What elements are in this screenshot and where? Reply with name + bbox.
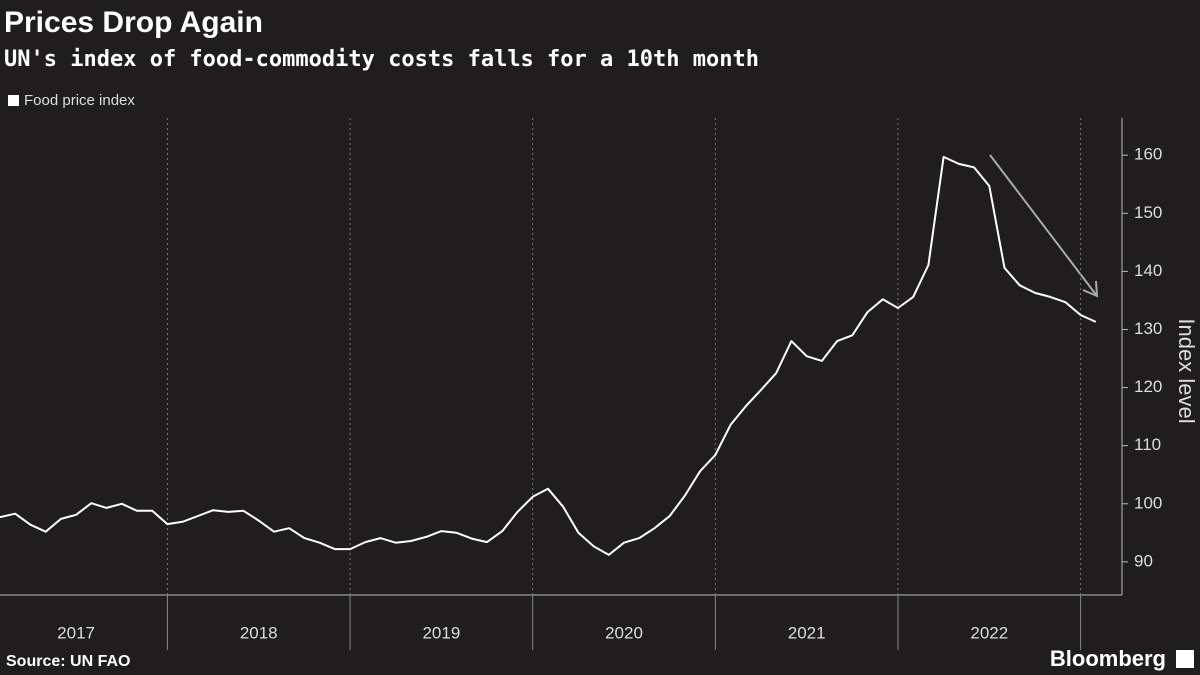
trend-arrow-head: [1082, 280, 1099, 298]
x-tick-label: 2019: [422, 623, 460, 642]
x-tick-label: 2017: [57, 623, 95, 642]
y-tick-label: 100: [1134, 493, 1162, 512]
y-tick-label: 110: [1134, 435, 1161, 454]
x-tick-label: 2022: [970, 623, 1008, 642]
x-tick-label: 2021: [788, 623, 826, 642]
plot: 90 100 110 120 130 140 150 160 2017 2018 2019 2020 2…: [0, 118, 1162, 650]
chart-title: Prices Drop Again: [4, 6, 263, 39]
y-tick-label: 160: [1134, 145, 1162, 164]
trend-arrow: [989, 154, 1098, 297]
x-tick-label: 2020: [605, 623, 643, 642]
data-line: [0, 155, 1097, 556]
source: Source: UN FAO: [6, 653, 130, 670]
brand: Bloomberg: [1050, 646, 1166, 671]
x-tick-label: 2018: [240, 623, 278, 642]
legend-label: Food price index: [24, 92, 135, 109]
y-axis-label: Index level: [1174, 318, 1199, 423]
chart-subtitle: UN's index of food-commodity costs falls…: [4, 47, 759, 72]
y-tick-label: 120: [1134, 377, 1162, 396]
brand-icon: [1176, 650, 1194, 668]
legend-swatch: [8, 95, 19, 106]
y-tick-label: 130: [1134, 319, 1162, 338]
y-tick-label: 140: [1134, 261, 1162, 280]
y-tick-label: 150: [1134, 203, 1162, 222]
y-tick-label: 90: [1134, 551, 1153, 570]
